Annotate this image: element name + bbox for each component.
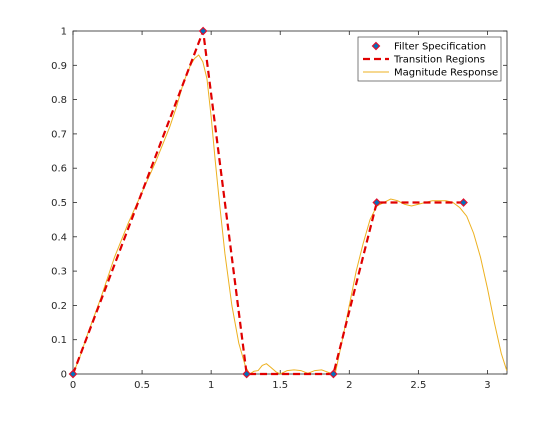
transition-regions-line — [71, 30, 464, 376]
y-tick-label: 0.3 — [51, 267, 67, 278]
y-tick-label: 0.5 — [51, 198, 67, 209]
y-tick-label: 0.7 — [51, 129, 67, 140]
x-tick-label: 2.5 — [410, 380, 426, 391]
x-tick-label: 0 — [70, 380, 76, 391]
y-tick-label: 0.9 — [51, 61, 67, 72]
filter-specification-point — [242, 369, 251, 379]
filter-specification-point — [198, 26, 208, 36]
y-tick-label: 0.8 — [51, 95, 67, 106]
y-tick-label: 0.6 — [51, 164, 67, 175]
filter-specification-point — [372, 198, 382, 207]
x-tick-label: 1 — [208, 380, 214, 391]
y-tick-label: 0.4 — [51, 232, 67, 243]
legend-label: Transition Regions — [393, 55, 485, 66]
filter-specification-point — [459, 198, 468, 207]
y-tick-label: 0.1 — [51, 335, 67, 346]
y-tick-label: 0.2 — [51, 301, 67, 312]
legend: Filter Specification Transition Regions Ma… — [357, 36, 502, 82]
legend-label: Filter Specification — [394, 42, 486, 53]
filter-specification-point — [329, 369, 338, 379]
x-tick-label: 0.5 — [134, 380, 150, 391]
legend-marker-filter-specification — [371, 41, 381, 51]
x-tick-label: 3 — [484, 380, 490, 391]
y-tick-label: 1 — [61, 27, 67, 38]
plot-area — [68, 26, 508, 379]
x-tick-label: 1.5 — [272, 380, 288, 391]
legend-box — [357, 36, 502, 82]
filter-specification-point — [68, 369, 78, 379]
axes: 0 0.5 1 1.5 2 2.5 3 0 0.1 0.2 0.3 0.4 0.5 0.6 0.7 0.8 0.… — [51, 27, 508, 391]
x-tick-label: 2 — [346, 380, 352, 391]
y-tick-label: 0 — [61, 370, 67, 381]
legend-label: Magnitude Response — [394, 68, 498, 79]
